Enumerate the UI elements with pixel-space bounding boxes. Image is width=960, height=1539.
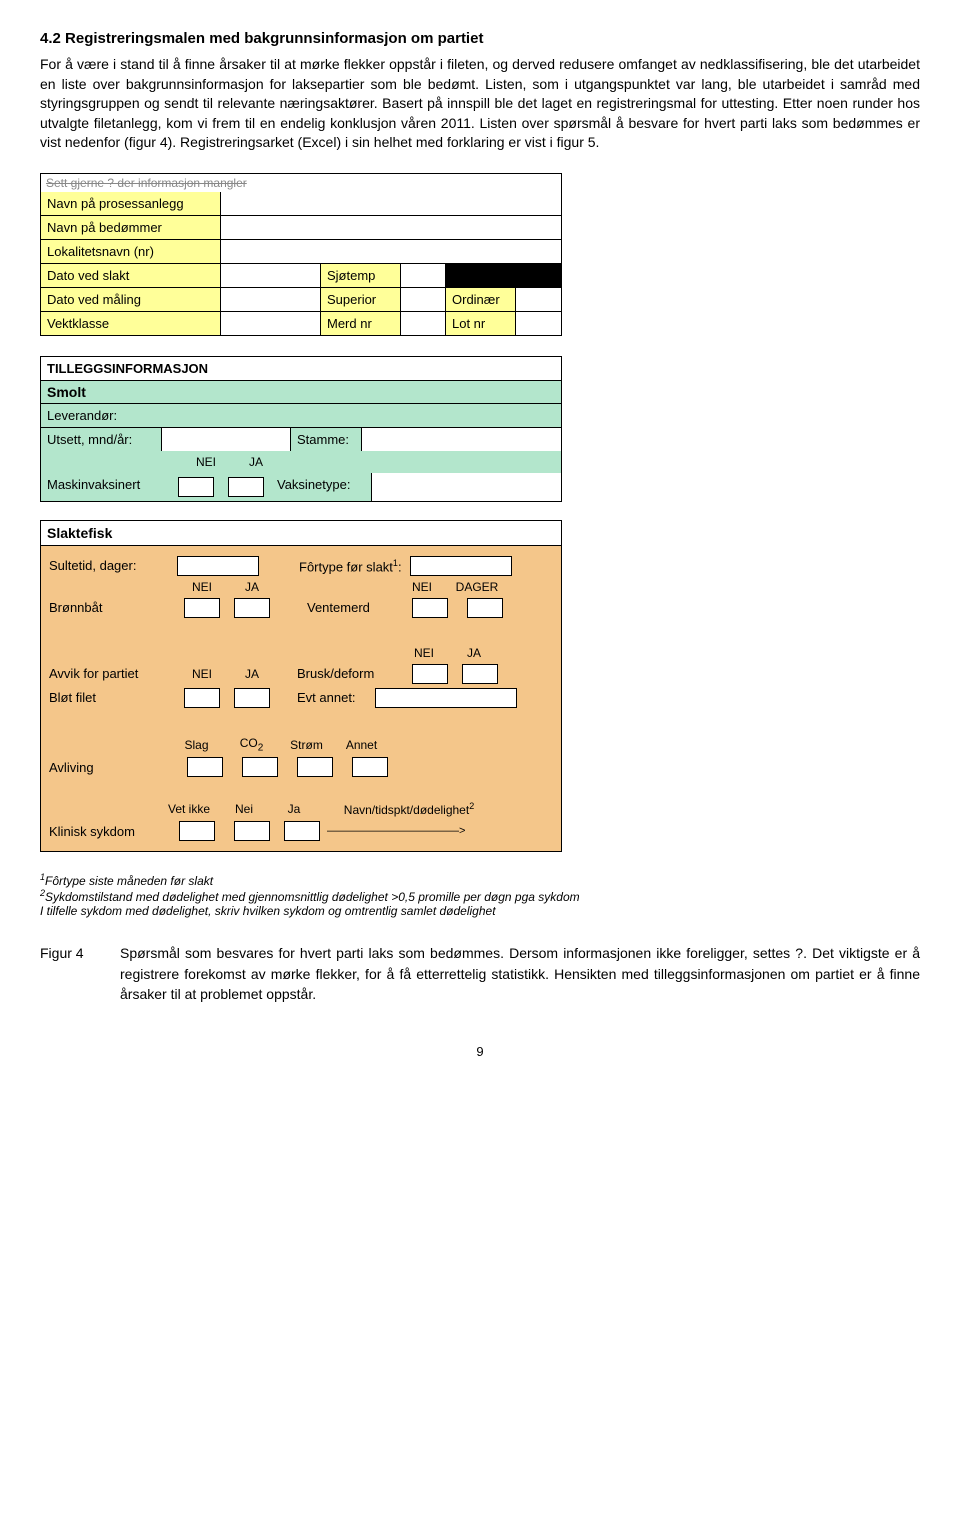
input-vaksinetype[interactable] [371,473,561,501]
input-klinisk-nei[interactable] [234,821,270,841]
label-maskinvaksinert: Maskinvaksinert [41,473,171,501]
input-bronnbat-nei[interactable] [184,598,220,618]
page-number: 9 [40,1044,920,1059]
label-superior: Superior [321,288,401,311]
input-co2[interactable] [242,757,278,777]
col-ja-4: JA [449,646,499,660]
input-annet[interactable] [352,757,388,777]
input-dato-slakt[interactable] [221,264,321,287]
figure-text: Spørsmål som besvares for hvert parti la… [120,943,920,1004]
footnotes: 1Fôrtype siste måneden før slakt 2Sykdom… [40,872,740,918]
label-lot: Lot nr [446,312,516,335]
input-bronnbat-ja[interactable] [234,598,270,618]
input-lot[interactable] [516,312,561,335]
col-nei-2: NEI [177,580,227,594]
col-dager: DAGER [447,580,507,594]
input-sultetid[interactable] [177,556,259,576]
strike-note: Sett gjerne ? der informasjon mangler [41,174,561,192]
body-paragraph: For å være i stand til å finne årsaker t… [40,55,920,153]
input-ventemerd-nei[interactable] [412,598,448,618]
col-ja: JA [231,451,281,473]
section-heading: 4.2 Registreringsmalen med bakgrunnsinfo… [40,30,920,47]
label-lokalitet: Lokalitetsnavn (nr) [41,240,221,263]
input-ventemerd-dager[interactable] [467,598,503,618]
label-fortype: Fôrtype før slakt1: [299,558,410,574]
label-stamme: Stamme: [291,428,361,451]
label-merd: Merd nr [321,312,401,335]
input-evt[interactable] [375,688,517,708]
label-ventemerd: Ventemerd [307,600,405,615]
col-annet: Annet [334,738,389,752]
col-nei: NEI [181,451,231,473]
label-dato-maling: Dato ved måling [41,288,221,311]
tillegg-header: TILLEGGSINFORMASJON [41,357,561,380]
label-sjotemp: Sjøtemp [321,264,401,287]
input-brusk-ja[interactable] [462,664,498,684]
input-vektklasse[interactable] [221,312,321,335]
input-superior[interactable] [401,288,446,311]
label-brusk: Brusk/deform [297,666,405,681]
col-ja-5: JA [227,667,277,681]
label-utsett: Utsett, mnd/år: [41,428,161,451]
registration-form: Sett gjerne ? der informasjon mangler Na… [40,173,562,336]
col-navntid: Navn/tidspkt/dødelighet2 [319,801,499,817]
input-leverandor[interactable] [141,404,561,427]
input-stamme[interactable] [361,428,561,451]
input-utsett[interactable] [161,428,291,451]
smolt-header: Smolt [41,380,561,403]
input-prosessanlegg[interactable] [221,192,561,215]
input-bedommer[interactable] [221,216,561,239]
label-evt: Evt annet: [297,690,375,705]
label-ordinaer: Ordinær [446,288,516,311]
arrow-line: ————————————> [327,825,507,837]
input-slag[interactable] [187,757,223,777]
label-bronnbat: Brønnbåt [49,600,177,615]
col-ja6: Ja [269,802,319,816]
label-klinisk: Klinisk sykdom [49,824,167,839]
label-prosessanlegg: Navn på prosessanlegg [41,192,221,215]
input-maskin-nei[interactable] [178,477,214,497]
input-strom[interactable] [297,757,333,777]
input-fortype[interactable] [410,556,512,576]
label-bedommer: Navn på bedømmer [41,216,221,239]
col-strom: Strøm [279,738,334,752]
label-avvik: Avvik for partiet [49,666,177,681]
figure-caption: Figur 4 Spørsmål som besvares for hvert … [40,943,920,1004]
col-nei-5: NEI [177,667,227,681]
input-ordinaer[interactable] [516,288,561,311]
input-brusk-nei[interactable] [412,664,448,684]
input-dato-maling[interactable] [221,288,321,311]
tillegg-panel: TILLEGGSINFORMASJON Smolt Leverandør: Ut… [40,356,562,502]
slaktefisk-header: Slaktefisk [41,521,561,546]
input-lokalitet[interactable] [221,240,561,263]
col-co2: CO2 [224,736,279,753]
input-blot-ja[interactable] [234,688,270,708]
input-sjotemp[interactable] [401,264,446,287]
col-nei-3: NEI [397,580,447,594]
input-maskin-ja[interactable] [228,477,264,497]
slaktefisk-panel: Slaktefisk Sultetid, dager: Fôrtype før … [40,520,562,852]
label-leverandor: Leverandør: [41,404,141,427]
col-nei-4: NEI [399,646,449,660]
label-sultetid: Sultetid, dager: [49,558,177,573]
black-cell [446,264,561,287]
col-ja-2: JA [227,580,277,594]
label-vaksinetype: Vaksinetype: [271,473,371,501]
col-nei6: Nei [219,802,269,816]
label-avliving: Avliving [49,760,177,775]
label-vektklasse: Vektklasse [41,312,221,335]
input-klinisk-ja[interactable] [284,821,320,841]
figure-label: Figur 4 [40,943,120,1004]
col-vetikke: Vet ikke [159,802,219,816]
label-dato-slakt: Dato ved slakt [41,264,221,287]
col-slag: Slag [169,738,224,752]
input-klinisk-vetikke[interactable] [179,821,215,841]
label-blot: Bløt filet [49,690,177,705]
input-blot-nei[interactable] [184,688,220,708]
input-merd[interactable] [401,312,446,335]
